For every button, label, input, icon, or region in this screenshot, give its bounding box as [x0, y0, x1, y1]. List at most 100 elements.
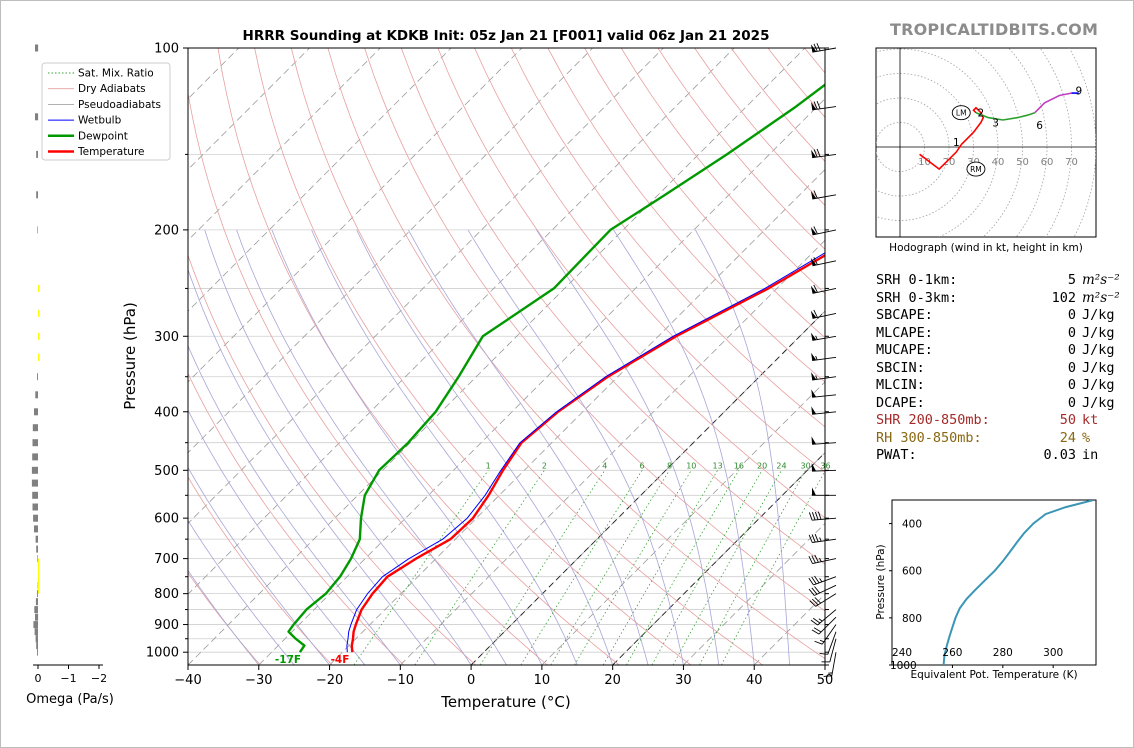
x-tick-label: 0 [467, 673, 475, 688]
barb-full [814, 511, 819, 520]
reference-isotherm [470, 310, 825, 665]
omega-bar [37, 373, 38, 381]
barb-shaft [812, 376, 837, 381]
omega-bar [35, 391, 38, 399]
isotherm [188, 48, 593, 454]
omega-bar [31, 479, 38, 487]
mixing-ratio-label: 30 [801, 461, 811, 470]
barb-full [808, 512, 813, 521]
pseudoadiabat [188, 268, 437, 665]
wind-barbs [808, 43, 837, 677]
dry-adiabat [188, 254, 476, 665]
barb-full [813, 190, 818, 199]
barb-full [811, 587, 818, 595]
barb-full [813, 627, 822, 633]
omega-bar [38, 332, 40, 340]
isotherm [188, 48, 806, 665]
barb-half [819, 537, 822, 542]
series-dewpoint [287, 83, 825, 653]
barb-flag [810, 285, 817, 294]
wind-barb [811, 352, 837, 362]
barb-shaft [814, 584, 837, 596]
barb-shaft [812, 260, 837, 267]
rm-marker [966, 161, 986, 177]
dry-adiabat [188, 372, 405, 665]
omega-bar [34, 525, 38, 533]
barb-full [808, 588, 815, 596]
wind-barb [808, 554, 837, 565]
legend-entry: Wetbulb [78, 115, 122, 127]
wind-barb [811, 389, 837, 398]
wind-barb [810, 309, 837, 319]
omega-bar [37, 555, 38, 563]
pseudoadiabat [695, 229, 790, 665]
hodo-speed-label: 10 [918, 157, 931, 168]
height-label: 6 [1036, 120, 1043, 132]
theta-y-tick-label: 600 [902, 566, 922, 578]
isotherm [683, 522, 825, 665]
barb-full [813, 226, 818, 235]
omega-bar [38, 284, 40, 292]
wind-barb [821, 638, 837, 663]
x-tick-label: −10 [387, 673, 414, 688]
mixing-ratio-line [651, 470, 763, 665]
theta-y-axis-label: Pressure (hPa) [875, 544, 887, 619]
omega-bar [36, 545, 38, 553]
legend-entry: Pseudoadiabats [78, 99, 161, 111]
hodo-speed-label: 60 [1041, 157, 1054, 168]
omega-bar [38, 353, 40, 361]
omega-bar [32, 491, 38, 499]
barb-full [814, 597, 822, 604]
omega-bar [34, 606, 38, 614]
barb-shaft [812, 229, 837, 236]
isotherm [329, 168, 825, 665]
pseudoadiabat [188, 519, 295, 665]
barb-shaft [818, 616, 837, 635]
theta-y-tick-label: 1000 [890, 660, 917, 672]
mixing-ratio-label: 8 [667, 461, 672, 470]
isotherm [400, 239, 825, 665]
barb-shaft [811, 469, 837, 472]
hodo-speed-label: 20 [943, 157, 956, 168]
barb-flag [810, 191, 817, 200]
stat-value: 24 [1059, 429, 1076, 446]
barb-full [813, 149, 818, 158]
stat-value: 0 [1067, 342, 1076, 358]
skewt-x-axis-label: Temperature (°C) [440, 693, 570, 711]
barb-full [816, 100, 821, 109]
barb-flag [811, 149, 817, 158]
barb-shaft [812, 442, 837, 445]
barb-full [808, 534, 813, 543]
mixing-ratio-label: 13 [713, 461, 723, 470]
barb-half [815, 335, 818, 340]
stat-row: MLCIN: 0 J/kg [876, 377, 1115, 395]
wind-barb [811, 436, 837, 445]
omega-bar [36, 150, 38, 158]
pseudoadiabat [204, 229, 472, 665]
barb-full [813, 43, 818, 52]
theta-x-tick-label: 240 [892, 647, 912, 659]
pseudoadiabat [613, 229, 755, 665]
hodo-segment [1034, 92, 1072, 114]
barb-shaft [812, 558, 837, 565]
mixing-ratio-label: 1 [486, 461, 491, 470]
pseudoadiabat [188, 409, 366, 665]
barb-full [814, 575, 820, 584]
stat-value: 0 [1067, 359, 1076, 376]
stat-value: 102 [1051, 289, 1076, 306]
stat-value: 0 [1067, 394, 1076, 411]
wind-barb [811, 406, 837, 415]
pseudoadiabat [188, 344, 401, 665]
wind-barb [811, 100, 837, 111]
omega-bar [34, 628, 38, 636]
barb-shaft [812, 106, 837, 111]
omega-bar [32, 503, 38, 511]
barb-full [816, 43, 821, 51]
mixing-ratio-line [699, 470, 806, 665]
surface-temperature-label: -4F [331, 654, 350, 666]
isotherm [188, 48, 735, 595]
x-tick-label: −40 [174, 673, 201, 688]
barb-shaft [812, 313, 837, 319]
series-wetbulb [346, 252, 825, 653]
wind-barb [814, 624, 837, 645]
